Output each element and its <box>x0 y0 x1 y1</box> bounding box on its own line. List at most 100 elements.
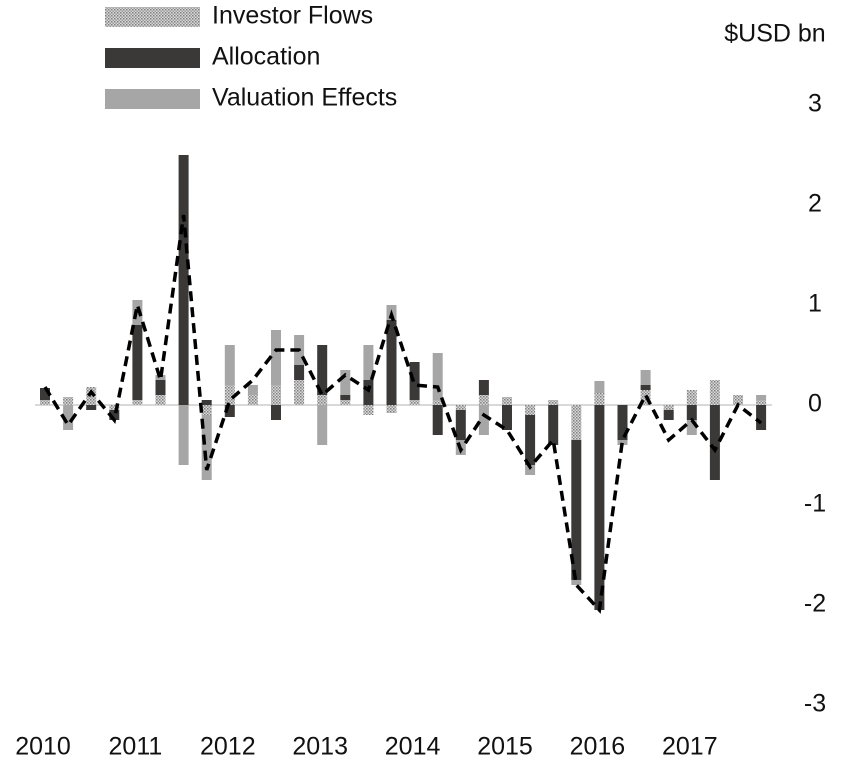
bar-segment <box>756 405 767 430</box>
bar-segment <box>478 395 489 405</box>
bar-segment <box>271 385 281 405</box>
bar-segment <box>686 420 697 435</box>
bar-segment <box>63 397 74 405</box>
bar-segment <box>271 330 281 385</box>
bar-segment <box>502 397 512 405</box>
bar-segment <box>663 405 674 410</box>
bar-segment <box>432 405 443 435</box>
legend-label: Allocation <box>212 43 320 71</box>
bar-segment <box>455 410 466 440</box>
bar-segment <box>432 353 443 400</box>
x-tick-label: 2011 <box>109 733 163 761</box>
y-tick-label: 0 <box>808 390 822 418</box>
x-tick-label: 2012 <box>200 733 256 761</box>
bar-segment <box>155 395 166 405</box>
bar-segment <box>686 405 697 420</box>
legend-label: Investor Flows <box>212 2 373 30</box>
bar-segment <box>178 155 189 405</box>
bar-segment <box>594 393 605 405</box>
bar-segment <box>640 370 651 385</box>
bar-segment <box>224 345 235 385</box>
bar-segment <box>617 405 628 440</box>
bar-segment <box>363 345 374 380</box>
bar-segment <box>432 400 443 405</box>
bar-segment <box>247 385 258 395</box>
bar-segment <box>640 385 651 390</box>
bar-segment <box>86 405 97 410</box>
bar-segment <box>109 405 120 410</box>
y-tick-label: 2 <box>808 190 822 218</box>
bar-segment <box>224 385 235 405</box>
bar-segment <box>594 405 605 610</box>
bar-segment <box>571 580 582 585</box>
bar-segment <box>178 405 189 465</box>
y-tick-label: -3 <box>804 690 826 718</box>
bar-segment <box>40 388 50 400</box>
bar-segment <box>294 380 305 405</box>
legend-swatch <box>105 89 200 109</box>
bar-segment <box>109 410 120 420</box>
bar-segment <box>363 380 374 405</box>
bar-segment <box>502 405 512 430</box>
bar-segment <box>317 405 328 445</box>
bar-segment <box>224 405 235 417</box>
bar-segment <box>271 405 281 420</box>
bar-segment <box>340 370 351 395</box>
legend-label: Valuation Effects <box>212 84 397 112</box>
bar-segment <box>663 410 674 420</box>
bar-segment <box>756 395 767 400</box>
bar-segment <box>63 405 74 430</box>
bar-segment <box>340 395 351 400</box>
bar-segment <box>201 415 212 480</box>
bar-segment <box>155 375 166 380</box>
x-tick-label: 2015 <box>477 733 533 761</box>
x-tick-label: 2010 <box>15 733 71 761</box>
x-tick-label: 2016 <box>570 733 626 761</box>
y-tick-label: 3 <box>808 90 822 118</box>
y-tick-label: -2 <box>804 590 826 618</box>
bar-segment <box>571 440 582 580</box>
bar-segment <box>409 400 420 405</box>
x-tick-label: 2017 <box>662 733 718 761</box>
bar-segment <box>548 405 559 445</box>
bar-segment <box>317 395 328 405</box>
bar-segment <box>155 380 166 395</box>
bar-segment <box>294 365 305 380</box>
y-tick-label: -1 <box>804 490 826 518</box>
bar-segment <box>525 465 536 475</box>
bar-segment <box>363 405 374 415</box>
bar-segment <box>686 390 697 405</box>
bar-segment <box>201 405 212 415</box>
total-line <box>43 214 763 614</box>
bar-segment <box>709 405 720 480</box>
bar-segment <box>317 345 328 395</box>
unit-label: $USD bn <box>724 20 825 48</box>
bar-segment <box>525 405 536 415</box>
bar-segment <box>548 400 559 405</box>
legend-swatch <box>105 48 200 68</box>
bar-segment <box>386 405 397 413</box>
x-tick-label: 2014 <box>385 733 441 761</box>
y-tick-label: 1 <box>808 290 822 318</box>
bar-segment <box>733 395 743 405</box>
bar-segment <box>756 400 767 405</box>
bar-segment <box>617 440 628 445</box>
bar-segment <box>709 380 720 405</box>
legend-swatch <box>105 7 200 27</box>
bar-segment <box>571 405 582 440</box>
bar-segment <box>455 405 466 410</box>
bar-segment <box>40 400 50 405</box>
bar-segment <box>478 405 489 435</box>
bar-segment <box>340 400 351 405</box>
bar-segment <box>86 387 97 405</box>
bar-segment <box>247 395 258 405</box>
bar-segment <box>594 381 605 393</box>
bar-segment <box>132 400 143 405</box>
bar-segment <box>478 380 489 395</box>
bar-segment <box>525 415 536 465</box>
bar-segment <box>386 320 397 405</box>
bar-segment <box>132 325 143 400</box>
x-tick-label: 2013 <box>292 733 348 761</box>
bar-segment <box>201 400 212 405</box>
